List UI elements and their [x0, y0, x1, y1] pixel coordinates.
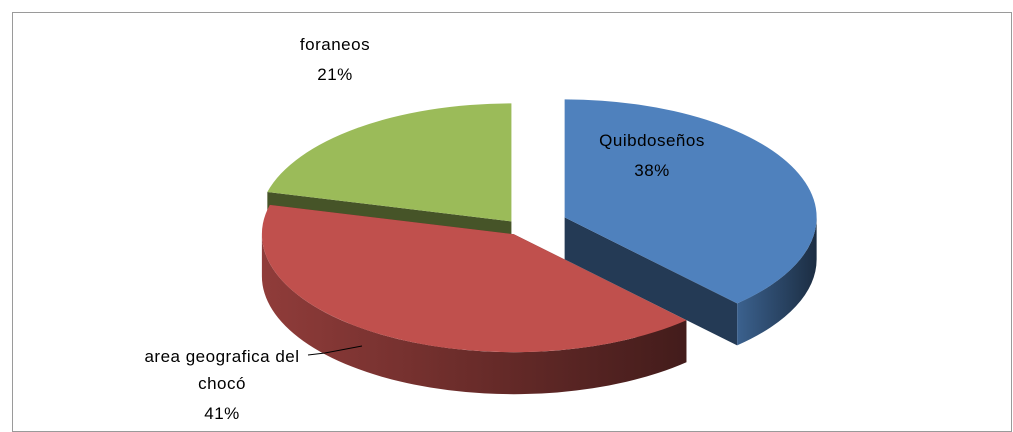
- pie-slice: [261, 204, 687, 353]
- slice-side: [261, 234, 687, 395]
- pie-slice: [564, 99, 817, 304]
- slice-side: [737, 217, 817, 346]
- value-label: 21%: [317, 65, 353, 84]
- slice-wall: [564, 217, 738, 346]
- category-label: foraneos: [299, 35, 371, 54]
- leader-line: [307, 345, 363, 356]
- category-label: area geografica del chocó: [144, 347, 300, 393]
- category-label: Quibdoseños: [599, 131, 705, 150]
- value-label: 41%: [204, 404, 240, 423]
- pie-slice: [267, 103, 512, 222]
- value-label: 38%: [634, 161, 670, 180]
